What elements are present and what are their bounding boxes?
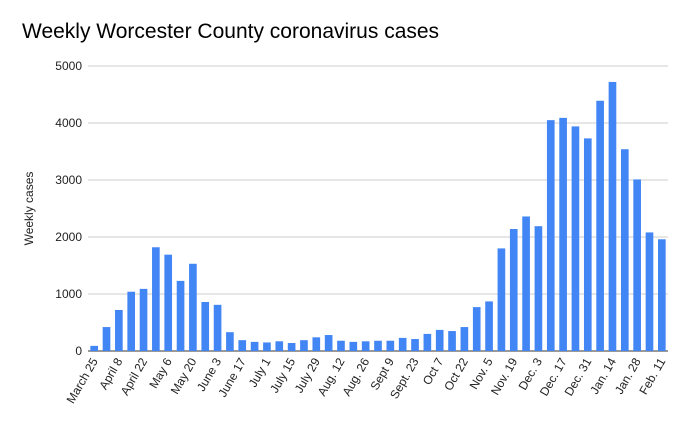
bar (287, 343, 296, 351)
bar (127, 291, 136, 351)
y-tick-label: 1000 (55, 287, 82, 301)
y-tick-label: 5000 (55, 59, 82, 73)
bar (460, 327, 469, 351)
y-tick-label: 0 (75, 344, 82, 358)
bar (583, 138, 592, 351)
bar (411, 339, 419, 351)
bar (213, 304, 222, 351)
bar (658, 239, 666, 351)
bar (349, 341, 358, 351)
bar (374, 340, 382, 351)
bar (275, 341, 284, 351)
bar (176, 280, 185, 351)
chart-title: Weekly Worcester County coronavirus case… (22, 20, 440, 43)
bar (90, 345, 98, 351)
y-tick-label: 2000 (55, 230, 82, 244)
bar (250, 341, 259, 351)
bar (596, 100, 604, 352)
bar (201, 301, 210, 351)
bar (534, 226, 543, 351)
bar (300, 340, 308, 351)
bar (546, 120, 555, 352)
y-tick-label: 3000 (55, 173, 82, 187)
bar (102, 327, 111, 351)
bar (115, 309, 123, 351)
bar (226, 332, 234, 351)
bar (312, 337, 321, 351)
bar (571, 126, 580, 351)
bar (238, 340, 247, 351)
y-axis-title: Weekly cases (22, 172, 36, 246)
bar (423, 333, 432, 351)
bar (337, 340, 345, 351)
bar (324, 335, 333, 351)
bar (509, 229, 518, 351)
bar (645, 232, 654, 351)
bar (497, 248, 506, 351)
bar (633, 179, 641, 351)
bar (263, 342, 271, 351)
bar (620, 149, 629, 351)
bar (189, 263, 197, 351)
bar (139, 288, 148, 351)
y-tick-label: 4000 (55, 116, 82, 130)
bar (361, 341, 370, 351)
bar (485, 301, 493, 351)
bar (386, 340, 395, 351)
bar (398, 337, 407, 351)
bar (559, 117, 567, 352)
bar (164, 254, 173, 351)
bar (608, 81, 617, 352)
bar (472, 307, 481, 351)
bar (435, 329, 444, 351)
bar (448, 331, 456, 351)
x-tick-label: Oct 22 (441, 355, 471, 393)
bar (522, 216, 530, 351)
x-tick-label: March 25 (64, 355, 101, 406)
bar (152, 247, 160, 351)
